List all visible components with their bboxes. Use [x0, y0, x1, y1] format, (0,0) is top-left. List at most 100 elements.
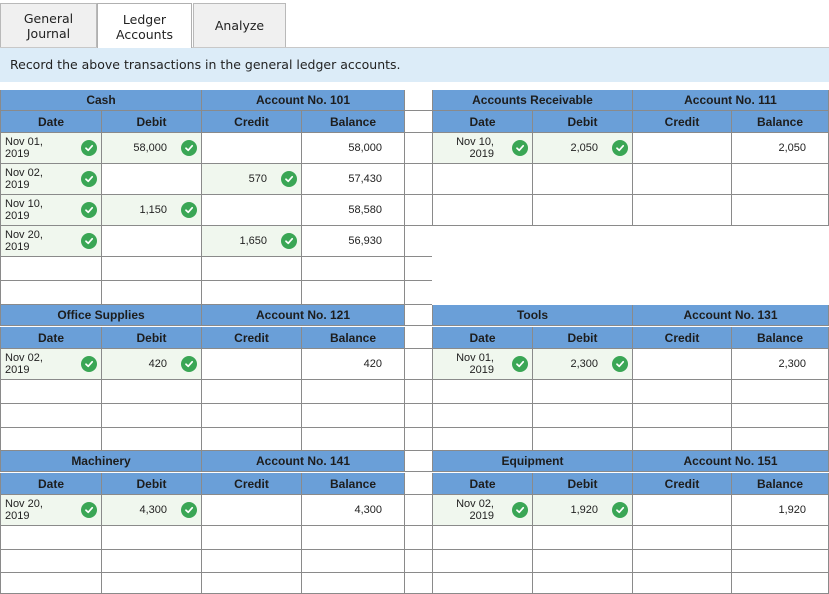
blank-column-cell[interactable] — [404, 226, 432, 257]
credit-input[interactable] — [201, 195, 301, 226]
debit-input[interactable]: 2,050 — [532, 133, 632, 164]
balance-input[interactable] — [301, 281, 404, 305]
debit-input[interactable] — [101, 164, 201, 195]
balance-input[interactable] — [731, 164, 829, 195]
blank-column-cell[interactable] — [404, 380, 432, 404]
blank-column-cell[interactable] — [404, 349, 432, 380]
balance-input[interactable] — [731, 404, 829, 428]
debit-input[interactable] — [101, 526, 201, 550]
credit-input[interactable] — [201, 349, 301, 380]
credit-input[interactable] — [201, 428, 301, 451]
date-input[interactable]: Nov 10, 2019 — [432, 133, 532, 164]
credit-input[interactable]: 570 — [201, 164, 301, 195]
debit-input[interactable] — [532, 195, 632, 226]
balance-input[interactable] — [731, 195, 829, 226]
debit-input[interactable] — [532, 404, 632, 428]
debit-input[interactable] — [532, 428, 632, 451]
debit-input[interactable] — [532, 380, 632, 404]
credit-input[interactable] — [632, 495, 731, 526]
date-input[interactable]: Nov 10, 2019 — [0, 195, 101, 226]
date-input[interactable] — [432, 550, 532, 573]
credit-input[interactable] — [632, 349, 731, 380]
debit-input[interactable] — [532, 526, 632, 550]
debit-input[interactable] — [101, 550, 201, 573]
date-input[interactable] — [0, 380, 101, 404]
date-input[interactable] — [0, 257, 101, 281]
credit-input[interactable] — [632, 195, 731, 226]
balance-input[interactable]: 2,300 — [731, 349, 829, 380]
credit-input[interactable] — [632, 573, 731, 594]
balance-input[interactable] — [731, 428, 829, 451]
debit-input[interactable]: 4,300 — [101, 495, 201, 526]
balance-input[interactable]: 420 — [301, 349, 404, 380]
balance-input[interactable]: 57,430 — [301, 164, 404, 195]
date-input[interactable] — [432, 428, 532, 451]
debit-input[interactable] — [532, 550, 632, 573]
balance-input[interactable] — [301, 526, 404, 550]
credit-input[interactable] — [201, 281, 301, 305]
tab-analyze[interactable]: Analyze — [193, 3, 286, 47]
credit-input[interactable] — [632, 380, 731, 404]
credit-input[interactable] — [632, 550, 731, 573]
date-input[interactable] — [432, 404, 532, 428]
balance-input[interactable] — [301, 550, 404, 573]
credit-input[interactable] — [201, 380, 301, 404]
credit-input[interactable] — [632, 404, 731, 428]
date-input[interactable]: Nov 01, 2019 — [0, 133, 101, 164]
date-input[interactable]: Nov 01, 2019 — [432, 349, 532, 380]
debit-input[interactable] — [101, 428, 201, 451]
date-input[interactable] — [0, 404, 101, 428]
debit-input[interactable] — [532, 573, 632, 594]
credit-input[interactable]: 1,650 — [201, 226, 301, 257]
debit-input[interactable] — [101, 281, 201, 305]
date-input[interactable]: Nov 02, 2019 — [432, 495, 532, 526]
balance-input[interactable] — [301, 380, 404, 404]
debit-input[interactable] — [101, 257, 201, 281]
blank-column-cell[interactable] — [404, 281, 432, 305]
credit-input[interactable] — [201, 573, 301, 594]
debit-input[interactable]: 58,000 — [101, 133, 201, 164]
date-input[interactable] — [432, 573, 532, 594]
date-input[interactable] — [432, 380, 532, 404]
debit-input[interactable]: 1,920 — [532, 495, 632, 526]
blank-column-cell[interactable] — [404, 428, 432, 451]
blank-column-cell[interactable] — [404, 195, 432, 226]
balance-input[interactable] — [301, 257, 404, 281]
credit-input[interactable] — [201, 404, 301, 428]
balance-input[interactable] — [731, 380, 829, 404]
balance-input[interactable] — [731, 550, 829, 573]
tab-general-journal[interactable]: General Journal — [0, 3, 97, 47]
blank-column-cell[interactable] — [404, 133, 432, 164]
debit-input[interactable] — [532, 164, 632, 195]
balance-input[interactable]: 58,000 — [301, 133, 404, 164]
debit-input[interactable] — [101, 404, 201, 428]
credit-input[interactable] — [201, 257, 301, 281]
balance-input[interactable]: 2,050 — [731, 133, 829, 164]
balance-input[interactable]: 58,580 — [301, 195, 404, 226]
blank-column-cell[interactable] — [404, 573, 432, 594]
credit-input[interactable] — [201, 526, 301, 550]
date-input[interactable] — [0, 573, 101, 594]
credit-input[interactable] — [632, 164, 731, 195]
balance-input[interactable] — [301, 573, 404, 594]
date-input[interactable] — [0, 428, 101, 451]
date-input[interactable]: Nov 20, 2019 — [0, 495, 101, 526]
balance-input[interactable] — [301, 404, 404, 428]
blank-column-cell[interactable] — [404, 550, 432, 573]
debit-input[interactable]: 2,300 — [532, 349, 632, 380]
debit-input[interactable]: 420 — [101, 349, 201, 380]
balance-input[interactable]: 1,920 — [731, 495, 829, 526]
blank-column-cell[interactable] — [404, 404, 432, 428]
credit-input[interactable] — [201, 550, 301, 573]
balance-input[interactable]: 56,930 — [301, 226, 404, 257]
debit-input[interactable] — [101, 573, 201, 594]
blank-column-cell[interactable] — [404, 526, 432, 550]
blank-column-cell[interactable] — [404, 257, 432, 281]
date-input[interactable] — [432, 195, 532, 226]
date-input[interactable]: Nov 02, 2019 — [0, 349, 101, 380]
balance-input[interactable]: 4,300 — [301, 495, 404, 526]
debit-input[interactable] — [101, 380, 201, 404]
balance-input[interactable] — [731, 573, 829, 594]
credit-input[interactable] — [201, 133, 301, 164]
date-input[interactable] — [0, 281, 101, 305]
